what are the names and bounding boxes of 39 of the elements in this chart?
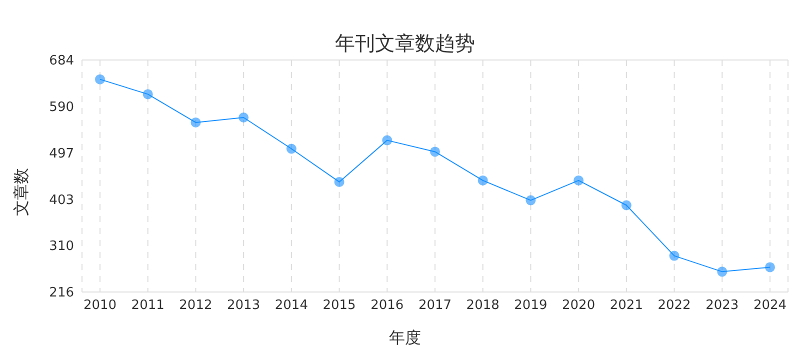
- point: [334, 176, 344, 187]
- x-tick-label: 2013: [227, 298, 260, 314]
- point: [717, 266, 728, 277]
- point: [621, 200, 632, 210]
- point: [574, 175, 584, 186]
- x-tick-label: 2018: [466, 298, 500, 314]
- point: [669, 250, 680, 261]
- x-axis-title: 年度: [388, 328, 422, 349]
- point: [765, 262, 775, 272]
- x-tick-label: 2011: [131, 298, 164, 314]
- point: [95, 74, 105, 84]
- y-tick-label: 216: [49, 286, 74, 301]
- point: [190, 117, 201, 128]
- x-tick-label: 2012: [179, 298, 212, 314]
- y-tick-label: 684: [49, 54, 74, 69]
- x-tick-label: 2016: [370, 298, 404, 314]
- y-tick-label: 497: [49, 146, 74, 162]
- y-tick-label: 403: [49, 192, 74, 208]
- x-tick-label: 2021: [610, 298, 643, 314]
- y-tick-label: 590: [49, 100, 74, 116]
- point: [382, 135, 392, 146]
- x-tick-label: 2019: [514, 298, 548, 314]
- y-axis-title: 文章数: [12, 168, 32, 216]
- x-tick-label: 2015: [322, 298, 356, 314]
- x-tick-label: 2020: [562, 298, 596, 314]
- point: [478, 175, 488, 186]
- point: [238, 112, 249, 123]
- chart-title: 年刊文章数趋势: [335, 31, 475, 55]
- x-tick-label: 2022: [658, 298, 691, 314]
- x-tick-label: 2010: [83, 298, 117, 314]
- x-tick-label: 2023: [706, 298, 739, 314]
- point: [142, 89, 153, 100]
- point: [430, 146, 440, 157]
- y-tick-label: 310: [49, 239, 74, 254]
- point: [286, 144, 296, 154]
- x-tick-label: 2017: [418, 298, 452, 314]
- point: [526, 195, 536, 206]
- x-tick-label: 2024: [753, 298, 787, 314]
- x-tick-label: 2014: [274, 298, 308, 314]
